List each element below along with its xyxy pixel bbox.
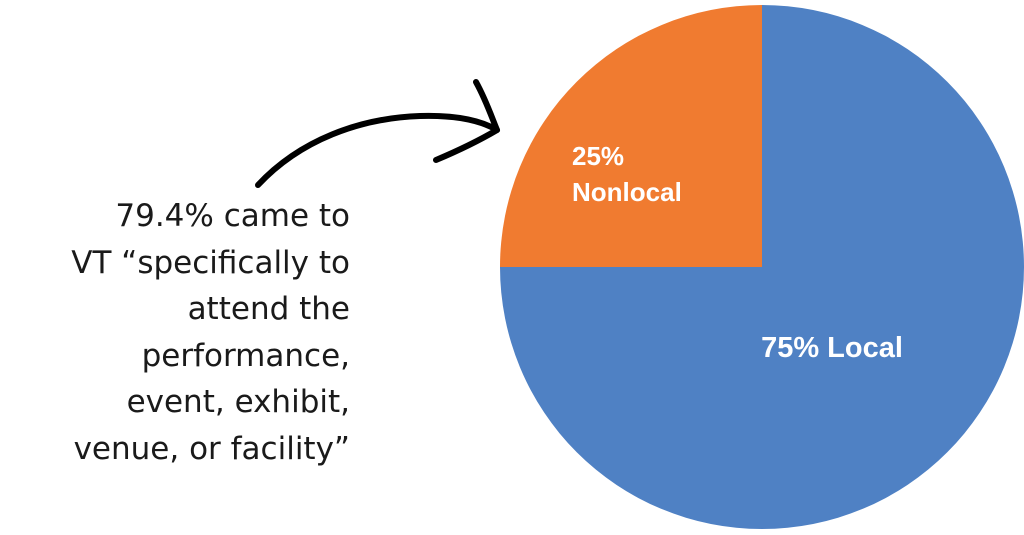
pie-slice-nonlocal	[500, 5, 762, 267]
slice-label-nonlocal-line-2: Nonlocal	[572, 177, 682, 207]
arrow-head	[433, 79, 500, 163]
annotation-text: 79.4% came to VT “specifically to attend…	[0, 193, 350, 472]
annotation-line-2: VT “specifically to	[71, 244, 350, 281]
annotation-line-6: venue, or facility”	[73, 430, 350, 467]
annotation-line-1: 79.4% came to	[115, 198, 350, 234]
annotation-line-4: performance,	[141, 337, 350, 374]
arrow-shaft	[255, 112, 500, 188]
slice-label-nonlocal-line-1: 25%	[572, 141, 624, 171]
annotation-line-5: event, exhibit,	[126, 384, 350, 420]
slice-label-local: 75% Local	[761, 332, 903, 364]
annotation-line-3: attend the	[187, 291, 350, 327]
